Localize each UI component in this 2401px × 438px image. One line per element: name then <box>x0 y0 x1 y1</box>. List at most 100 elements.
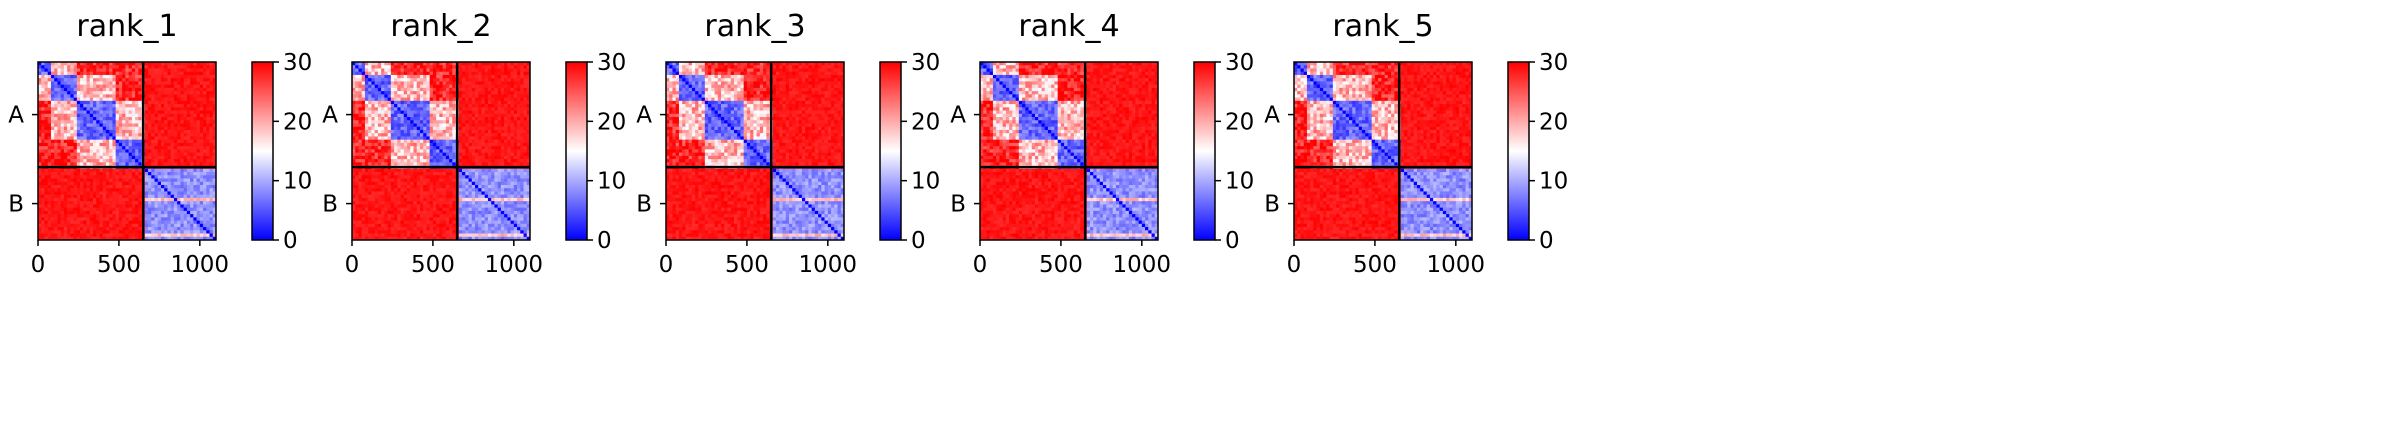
heatmap-cell <box>429 71 434 76</box>
heatmap-cell <box>491 126 495 131</box>
heatmap-cell <box>410 136 414 141</box>
heatmap-cell <box>73 149 78 154</box>
heatmap-cell <box>474 126 479 131</box>
heatmap-cell <box>63 139 68 144</box>
heatmap-cell <box>520 94 524 98</box>
heatmap-cell <box>177 78 181 82</box>
heatmap-cell <box>186 175 191 179</box>
heatmap-cell <box>99 91 104 95</box>
heatmap-cell <box>390 81 395 86</box>
heatmap-cell <box>47 207 52 212</box>
heatmap-cell <box>160 152 165 157</box>
heatmap-cell <box>154 217 159 221</box>
heatmap-cell <box>494 123 499 128</box>
heatmap-cell <box>468 142 473 147</box>
heatmap-cell <box>109 84 113 89</box>
heatmap-cell <box>416 129 421 134</box>
heatmap-cell <box>368 87 372 92</box>
heatmap-cell <box>436 136 440 141</box>
heatmap-cell <box>381 162 385 166</box>
heatmap-cell <box>148 78 152 82</box>
heatmap-cell <box>387 104 392 108</box>
heatmap-cell <box>70 68 74 73</box>
heatmap-cell <box>462 87 466 92</box>
heatmap-cell <box>390 91 395 95</box>
heatmap-cell <box>118 97 123 102</box>
heatmap-cell <box>89 129 94 134</box>
heatmap-cell <box>173 146 178 150</box>
heatmap-cell <box>400 136 405 141</box>
heatmap-cell <box>63 107 68 111</box>
heatmap-cell <box>89 139 94 144</box>
heatmap-cell <box>429 126 434 131</box>
heatmap-cell <box>355 100 359 105</box>
heatmap-cell <box>423 139 427 144</box>
heatmap-cell <box>170 78 175 82</box>
heatmap-cell <box>173 123 178 128</box>
heatmap-cell <box>144 62 149 66</box>
heatmap-cell <box>468 123 473 128</box>
heatmap-cell <box>57 236 62 240</box>
heatmap-cell <box>170 71 175 76</box>
heatmap-cell <box>151 74 155 79</box>
heatmap-cell <box>89 210 94 215</box>
heatmap-cell <box>190 168 194 173</box>
heatmap-cell <box>115 149 120 154</box>
heatmap-cell <box>160 201 165 205</box>
heatmap-cell <box>144 97 149 102</box>
heatmap-cell <box>186 107 191 111</box>
heatmap-cell <box>361 120 366 124</box>
heatmap-cell <box>44 87 49 92</box>
heatmap-cell <box>154 104 159 108</box>
heatmap-cell <box>381 129 385 134</box>
heatmap-cell <box>403 81 408 86</box>
heatmap-cell <box>105 120 110 124</box>
heatmap-cell <box>109 227 113 231</box>
heatmap-cell <box>109 94 113 98</box>
heatmap-cell <box>76 62 81 66</box>
heatmap-cell <box>374 110 379 115</box>
heatmap-cell <box>190 110 194 115</box>
heatmap-cell <box>118 65 123 69</box>
heatmap-cell <box>89 184 94 189</box>
heatmap-cell <box>381 74 385 79</box>
heatmap-cell <box>465 78 469 82</box>
heatmap-cell <box>99 110 104 115</box>
heatmap-cell <box>497 62 502 66</box>
heatmap-cell <box>442 68 447 73</box>
heatmap-cell <box>203 175 207 179</box>
heatmap-cell <box>44 84 49 89</box>
heatmap-cell <box>122 81 126 86</box>
heatmap-cell <box>115 133 120 137</box>
heatmap-cell <box>180 129 185 134</box>
heatmap-cell <box>397 81 401 86</box>
heatmap-cell <box>468 159 473 163</box>
heatmap-cell <box>465 110 469 115</box>
heatmap-cell <box>118 149 123 154</box>
heatmap-cell <box>50 194 55 199</box>
heatmap-cell <box>170 81 175 86</box>
heatmap-cell <box>520 126 524 131</box>
heatmap-cell <box>212 178 216 183</box>
heatmap-cell <box>507 71 511 76</box>
heatmap-cell <box>47 162 52 166</box>
heatmap-cell <box>381 78 385 82</box>
heatmap-cell <box>387 62 392 66</box>
heatmap-cell <box>471 142 476 147</box>
heatmap-cell <box>102 181 107 186</box>
heatmap-cell <box>131 188 136 192</box>
heatmap-cell <box>109 65 113 69</box>
heatmap-cell <box>465 159 469 163</box>
heatmap-cell <box>135 172 139 176</box>
heatmap-cell <box>199 100 204 105</box>
heatmap-cell <box>73 74 78 79</box>
heatmap-cell <box>44 227 49 231</box>
heatmap-cell <box>50 152 55 157</box>
heatmap-cell <box>144 146 149 150</box>
heatmap-cell <box>212 133 216 137</box>
heatmap-cell <box>109 204 113 209</box>
heatmap-cell <box>407 62 411 66</box>
heatmap-cell <box>513 162 518 166</box>
heatmap-cell <box>368 126 372 131</box>
heatmap-cell <box>445 168 450 173</box>
